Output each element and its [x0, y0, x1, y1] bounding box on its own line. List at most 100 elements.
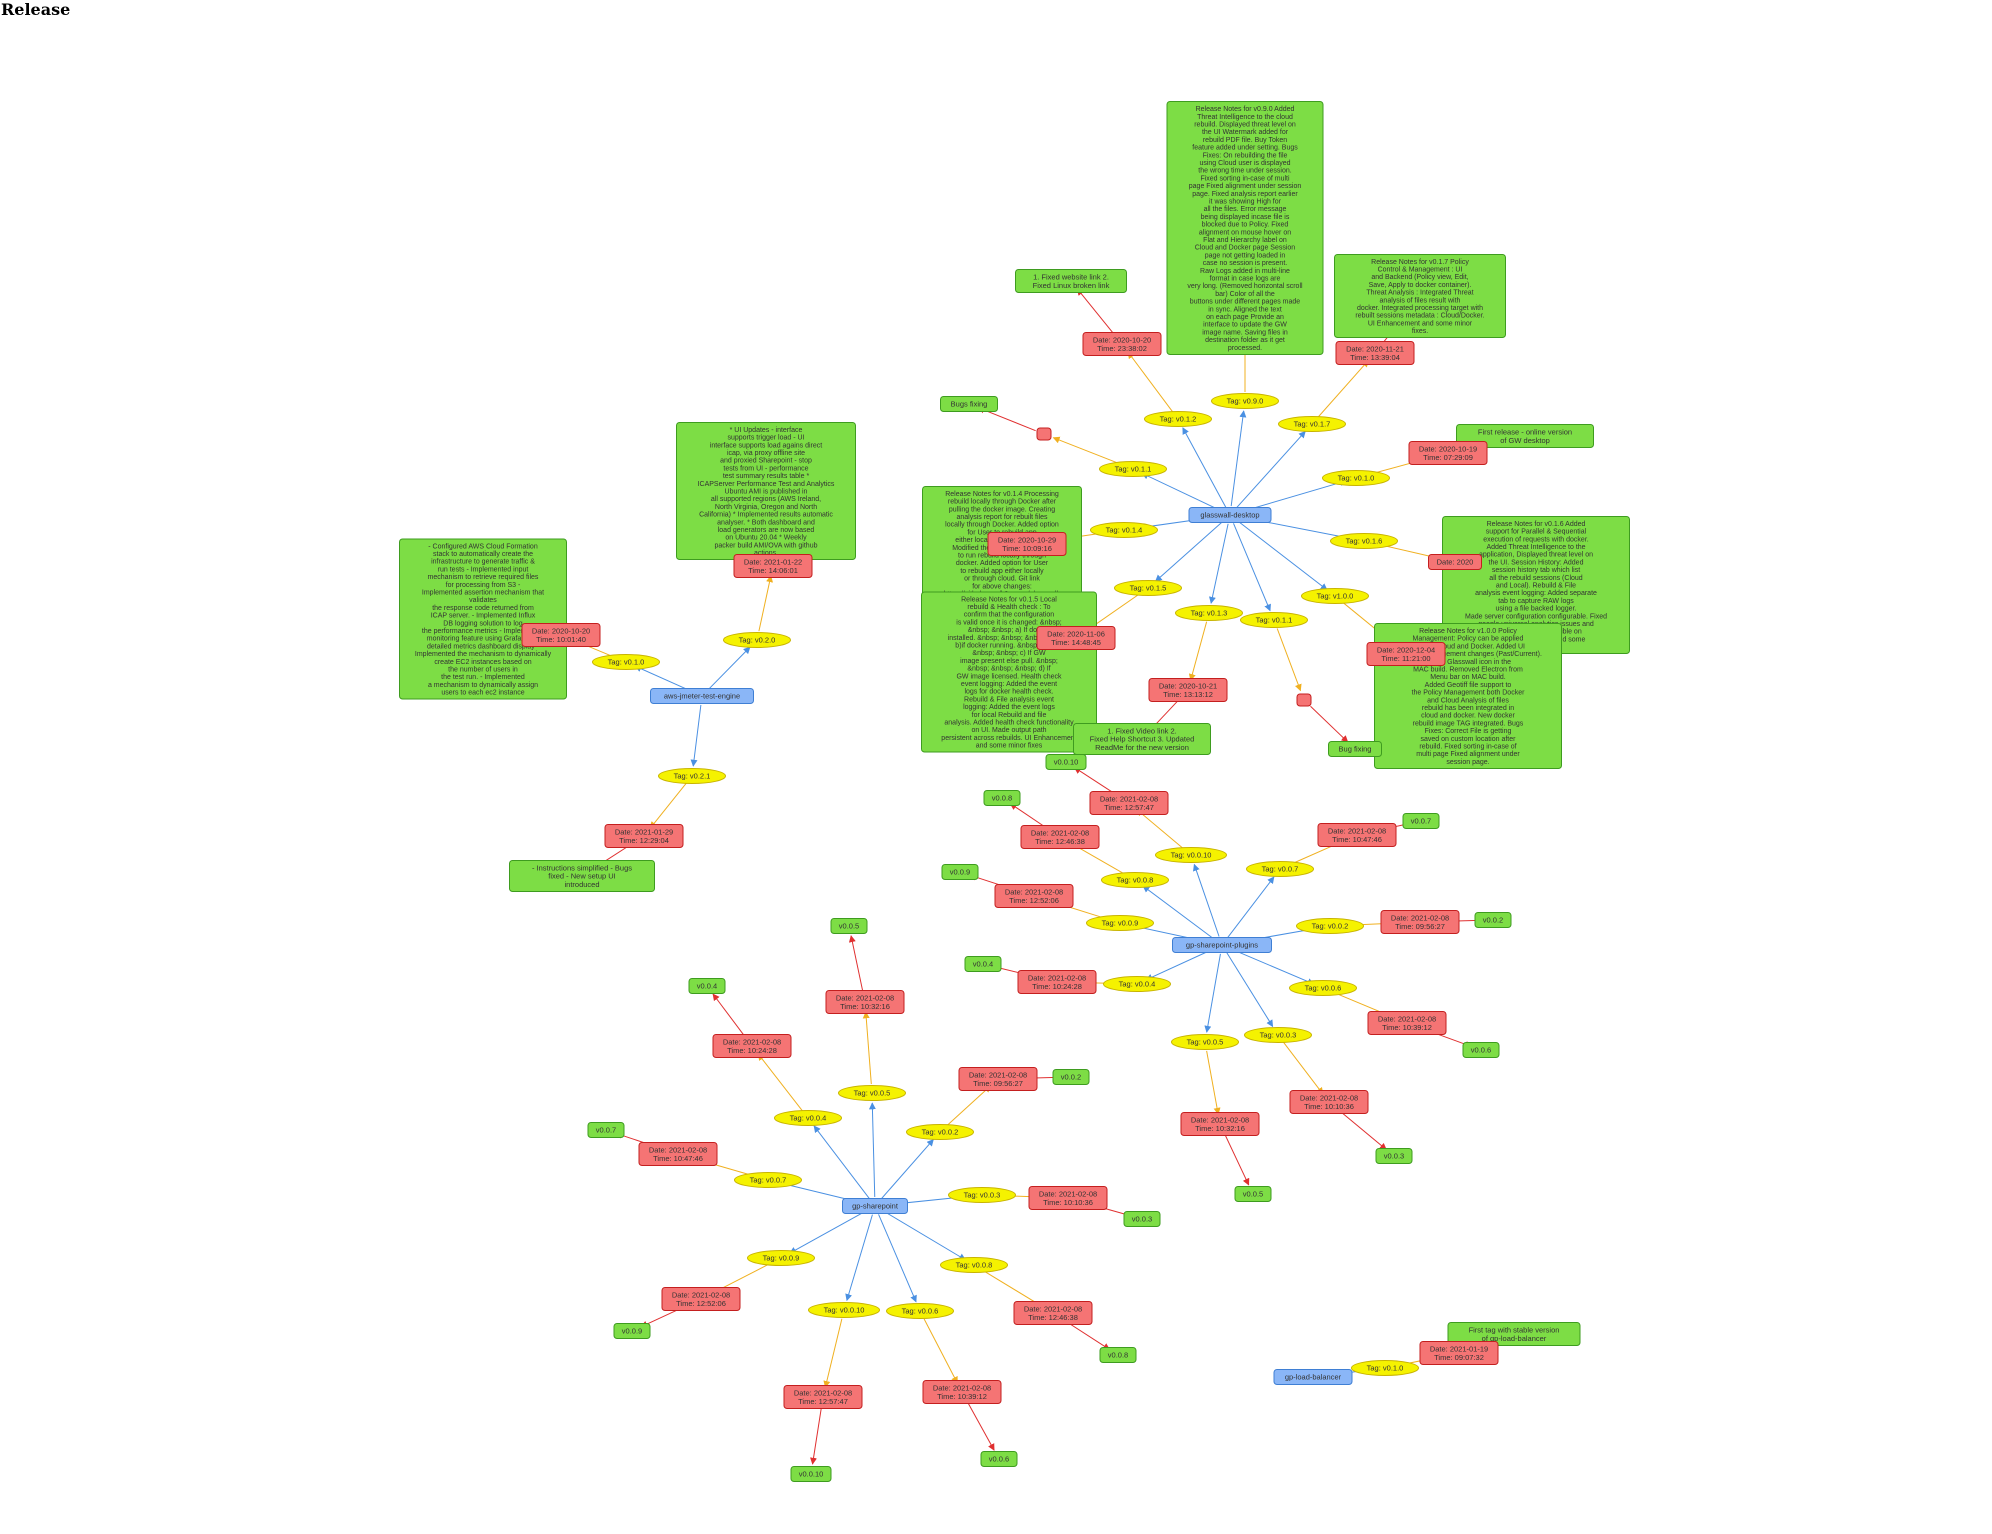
date-node[interactable]: Date: 2021-02-08 Time: 12:46:38: [1020, 825, 1100, 849]
date-node[interactable]: Date: 2021-02-08 Time: 10:24:28: [712, 1034, 792, 1058]
release-note-node[interactable]: v0.0.10: [790, 1466, 832, 1482]
release-note-node[interactable]: Bugs fixing: [940, 396, 998, 412]
tag-node[interactable]: Tag: v0.1.7: [1278, 416, 1346, 432]
tag-node[interactable]: Tag: v0.1.0: [592, 654, 660, 670]
date-node[interactable]: Date: 2021-02-08 Time: 12:57:47: [783, 1385, 863, 1409]
tag-node[interactable]: Tag: v0.0.7: [734, 1172, 802, 1188]
tag-node[interactable]: Tag: v0.0.8: [940, 1257, 1008, 1273]
release-note-node[interactable]: Bug fixing: [1328, 741, 1382, 757]
tag-node[interactable]: Tag: v0.0.3: [948, 1187, 1016, 1203]
date-node[interactable]: Date: 2021-02-08 Time: 10:32:16: [1180, 1112, 1260, 1136]
date-node[interactable]: Date: 2020-10-19 Time: 07:29:09: [1408, 441, 1488, 465]
repo-node-gp-load-balancer[interactable]: gp-load-balancer: [1273, 1369, 1353, 1385]
tag-node[interactable]: Tag: v0.0.10: [808, 1302, 880, 1318]
tag-node[interactable]: Tag: v0.1.1: [1099, 461, 1167, 477]
date-node[interactable]: Date: 2021-02-08 Time: 10:47:46: [1317, 823, 1397, 847]
date-node[interactable]: Date: 2021-02-08 Time: 10:39:12: [922, 1380, 1002, 1404]
release-note-node[interactable]: * UI Updates - interface supports trigger…: [676, 422, 856, 560]
release-note-node[interactable]: v0.0.4: [688, 978, 726, 994]
release-note-node[interactable]: Release Notes for v0.1.7 Policy Control &…: [1334, 254, 1506, 338]
release-note-node[interactable]: v0.0.2: [1052, 1069, 1090, 1085]
release-note-node[interactable]: v0.0.8: [983, 790, 1021, 806]
tag-node[interactable]: Tag: v0.2.0: [723, 632, 791, 648]
release-note-node[interactable]: v0.0.4: [964, 956, 1002, 972]
tag-node[interactable]: Tag: v0.0.2: [1296, 918, 1364, 934]
date-node[interactable]: Date: 2021-02-08 Time: 12:52:06: [994, 884, 1074, 908]
release-note-node[interactable]: First tag with stable version of gp-load-…: [1447, 1322, 1581, 1346]
tag-node[interactable]: Tag: v0.0.10: [1155, 847, 1227, 863]
date-node[interactable]: Date: 2020: [1428, 554, 1482, 570]
repo-node-glasswall-desktop[interactable]: glasswall-desktop: [1188, 507, 1272, 523]
date-node[interactable]: Date: 2021-02-08 Time: 12:57:47: [1089, 791, 1169, 815]
tag-node[interactable]: Tag: v0.1.4: [1090, 522, 1158, 538]
date-node[interactable]: Date: 2021-02-08 Time: 10:10:36: [1289, 1090, 1369, 1114]
tag-node[interactable]: Tag: v0.1.2: [1144, 411, 1212, 427]
release-note-node[interactable]: 1. Fixed Video link 2. Fixed Help Shortcu…: [1073, 723, 1211, 755]
date-node[interactable]: Date: 2021-02-08 Time: 10:24:28: [1017, 970, 1097, 994]
date-node[interactable]: Date: 2021-02-08 Time: 09:56:27: [1380, 910, 1460, 934]
release-note-node[interactable]: Release Notes for v0.1.5 Local rebuild & …: [921, 591, 1097, 753]
tag-node[interactable]: Tag: v0.0.2: [906, 1124, 974, 1140]
tag-node[interactable]: Tag: v1.0.0: [1301, 588, 1369, 604]
release-note-node[interactable]: - Configured AWS Cloud Formation stack to…: [399, 538, 567, 700]
release-note-node[interactable]: 1. Fixed website link 2. Fixed Linux brok…: [1015, 269, 1127, 293]
tag-node[interactable]: Tag: v0.9.0: [1211, 393, 1279, 409]
release-note-node[interactable]: v0.0.5: [1234, 1186, 1272, 1202]
release-note-node[interactable]: v0.0.7: [587, 1122, 625, 1138]
release-note-node[interactable]: v0.0.9: [941, 864, 979, 880]
release-note-node[interactable]: v0.0.2: [1474, 912, 1512, 928]
release-note-node[interactable]: First release - online version of GW desk…: [1456, 424, 1594, 448]
date-node[interactable]: Date: 2021-02-08 Time: 12:46:38: [1013, 1301, 1093, 1325]
date-node[interactable]: Date: 2020-10-29 Time: 10:09:16: [987, 532, 1067, 556]
tag-node[interactable]: Tag: v0.0.7: [1246, 861, 1314, 877]
release-note-node[interactable]: v0.0.8: [1099, 1347, 1137, 1363]
date-node[interactable]: Date: 2021-02-08 Time: 10:47:46: [638, 1142, 718, 1166]
date-node[interactable]: Date: 2021-02-08 Time: 09:56:27: [958, 1067, 1038, 1091]
release-note-node[interactable]: v0.0.3: [1123, 1211, 1161, 1227]
date-node[interactable]: Date: 2021-02-08 Time: 12:52:06: [661, 1287, 741, 1311]
release-note-node[interactable]: v0.0.6: [1462, 1042, 1500, 1058]
tag-node[interactable]: Tag: v0.1.3: [1175, 605, 1243, 621]
tag-node[interactable]: Tag: v0.0.5: [1171, 1034, 1239, 1050]
date-node[interactable]: Date: 2021-02-08 Time: 10:10:36: [1028, 1186, 1108, 1210]
tag-node[interactable]: Tag: v0.0.8: [1101, 872, 1169, 888]
repo-node-gp-sharepoint[interactable]: gp-sharepoint: [842, 1198, 908, 1214]
release-note-node[interactable]: v0.0.6: [980, 1451, 1018, 1467]
tag-node[interactable]: Tag: v0.1.1: [1240, 612, 1308, 628]
tag-node[interactable]: Tag: v0.0.3: [1244, 1027, 1312, 1043]
release-note-node[interactable]: Release Notes for v0.9.0 Added Threat Int…: [1166, 101, 1324, 355]
tag-node[interactable]: Tag: v0.0.9: [1086, 915, 1154, 931]
release-note-node[interactable]: v0.0.5: [830, 918, 868, 934]
release-note-node[interactable]: - Instructions simplified - Bugs fixed - …: [509, 860, 655, 892]
date-node[interactable]: Date: 2020-12-04 Time: 11:21:00: [1366, 642, 1446, 666]
date-node[interactable]: Date: 2020-11-06 Time: 14:48:45: [1036, 626, 1116, 650]
tag-node[interactable]: Tag: v0.0.9: [747, 1250, 815, 1266]
date-node[interactable]: Date: 2020-10-20 Time: 10:01:40: [521, 623, 601, 647]
date-node[interactable]: [1296, 693, 1312, 707]
repo-node-gp-sharepoint-plugins[interactable]: gp-sharepoint-plugins: [1172, 937, 1272, 953]
date-node[interactable]: Date: 2021-01-22 Time: 14:06:01: [733, 554, 813, 578]
date-node[interactable]: Date: 2021-02-08 Time: 10:39:12: [1367, 1011, 1447, 1035]
tag-node[interactable]: Tag: v0.1.5: [1114, 580, 1182, 596]
repo-node-aws-jmeter-test-engine[interactable]: aws-jmeter-test-engine: [650, 688, 754, 704]
release-note-node[interactable]: v0.0.9: [613, 1323, 651, 1339]
tag-node[interactable]: Tag: v0.0.4: [1103, 976, 1171, 992]
tag-node[interactable]: Tag: v0.0.6: [1289, 980, 1357, 996]
date-node[interactable]: Date: 2021-01-19 Time: 09:07:32: [1419, 1341, 1499, 1365]
tag-node[interactable]: Tag: v0.1.0: [1351, 1360, 1419, 1376]
date-node[interactable]: Date: 2021-02-08 Time: 10:32:16: [825, 990, 905, 1014]
date-node[interactable]: Date: 2020-10-21 Time: 13:13:12: [1148, 678, 1228, 702]
tag-node[interactable]: Tag: v0.0.6: [886, 1303, 954, 1319]
date-node[interactable]: [1036, 427, 1052, 441]
release-note-node[interactable]: v0.0.3: [1375, 1148, 1413, 1164]
tag-node[interactable]: Tag: v0.2.1: [658, 768, 726, 784]
tag-node[interactable]: Tag: v0.1.0: [1322, 470, 1390, 486]
date-node[interactable]: Date: 2020-10-20 Time: 23:38:02: [1082, 332, 1162, 356]
date-node[interactable]: Date: 2020-11-21 Time: 13:39:04: [1335, 341, 1415, 365]
release-note-node[interactable]: v0.0.7: [1402, 813, 1440, 829]
release-note-node[interactable]: v0.0.10: [1045, 754, 1087, 770]
date-node[interactable]: Date: 2021-01-29 Time: 12:29:04: [604, 824, 684, 848]
tag-node[interactable]: Tag: v0.0.5: [838, 1085, 906, 1101]
tag-node[interactable]: Tag: v0.0.4: [774, 1110, 842, 1126]
tag-node[interactable]: Tag: v0.1.6: [1330, 533, 1398, 549]
